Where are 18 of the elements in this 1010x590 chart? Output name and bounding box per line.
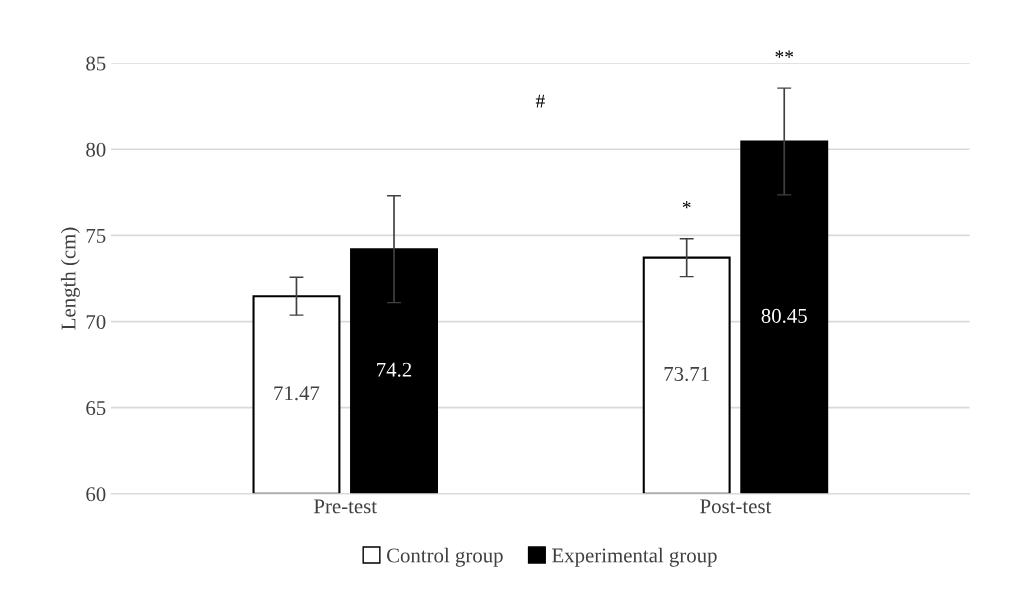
y-tick-label: 65 xyxy=(86,401,106,416)
data-label: 74.2 xyxy=(377,362,412,377)
y-tick-label: 85 xyxy=(86,56,106,71)
y-axis-title: Length (cm) xyxy=(60,227,80,330)
data-label: 80.45 xyxy=(761,308,807,323)
y-tick-label: 60 xyxy=(86,487,106,502)
y-tick-label: 80 xyxy=(86,142,106,157)
annotation: * xyxy=(682,201,691,209)
legend-label: Experimental group xyxy=(552,547,717,567)
text: ** xyxy=(775,50,794,58)
y-tick-label: 75 xyxy=(86,229,106,243)
data-label: 71.47 xyxy=(274,386,320,401)
y-tick-label: 70 xyxy=(86,314,106,329)
data-label: 73.71 xyxy=(664,366,709,382)
legend-label: Control group xyxy=(386,547,503,567)
x-tick-label: Pre-test xyxy=(314,499,377,514)
x-tick-label: Post-test xyxy=(700,499,772,514)
annotation: # xyxy=(535,94,545,108)
